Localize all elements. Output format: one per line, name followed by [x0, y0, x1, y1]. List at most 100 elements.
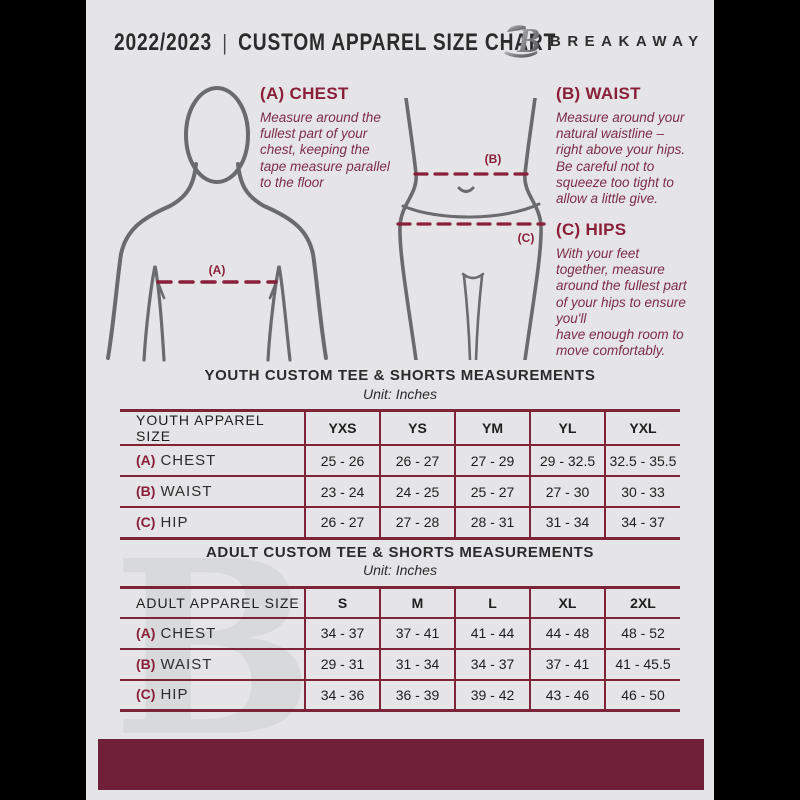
value-cell: 27 - 28 [379, 507, 455, 539]
table-row: (A) CHEST 25 - 26 26 - 27 27 - 29 29 - 32… [120, 445, 680, 477]
brand-name: BREAKAWAY [550, 33, 705, 50]
page-title: CUSTOM APPAREL SIZE CHART [238, 29, 557, 56]
value-cell: 26 - 27 [379, 445, 455, 477]
row-prefix: (A) [136, 624, 156, 641]
value-cell: 27 - 29 [454, 445, 530, 477]
youth-size-table: YOUTH APPAREL SIZE YXS YS YM YL YXL (A) C… [120, 409, 680, 540]
value-cell: 31 - 34 [529, 507, 605, 539]
row-label: HIP [160, 513, 189, 531]
value-cell: 23 - 24 [304, 476, 380, 508]
table-row: (B) WAIST 29 - 31 31 - 34 34 - 37 37 - 41… [120, 648, 680, 681]
value-cell: 31 - 34 [379, 648, 455, 681]
figure-hip-crease [401, 202, 541, 219]
footer-accent-bar [98, 739, 704, 790]
value-cell: 27 - 30 [529, 476, 605, 508]
row-prefix: (B) [136, 483, 156, 499]
value-cell: 29 - 32.5 [529, 445, 605, 477]
row-label: CHEST [160, 452, 217, 469]
value-cell: 41 - 45.5 [604, 648, 680, 681]
hips-heading: (C) HIPS [556, 220, 627, 239]
row-label: CHEST [160, 624, 217, 642]
table-row: (A) CHEST 34 - 37 37 - 41 41 - 44 44 - 48… [120, 617, 680, 650]
adult-table-title: ADULT CUSTOM TEE & SHORTS MEASUREMENTS [205, 544, 595, 561]
value-cell: 26 - 27 [304, 507, 380, 539]
youth-table-title: YOUTH CUSTOM TEE & SHORTS MEASUREMENTS [204, 367, 596, 384]
row-label: WAIST [160, 655, 213, 673]
logo-bottom-swoosh [504, 50, 538, 58]
row-prefix: (A) [136, 452, 156, 468]
figure-left-inner-leg [462, 274, 472, 362]
table-header-row: ADULT APPAREL SIZE S M L XL 2XL [120, 587, 680, 619]
size-column: YS [379, 410, 455, 446]
value-cell: 46 - 50 [604, 679, 680, 712]
row-label: WAIST [160, 483, 213, 500]
value-cell: 34 - 37 [304, 617, 380, 650]
value-cell: 37 - 41 [529, 648, 605, 681]
figure-navel [457, 186, 475, 193]
value-cell: 36 - 39 [379, 679, 455, 712]
table-row: (C) HIP 26 - 27 27 - 28 28 - 31 31 - 34 3… [120, 507, 680, 539]
row-label-cell: (C) HIP [120, 679, 305, 712]
figure-head [184, 86, 250, 184]
value-cell: 30 - 33 [604, 476, 680, 508]
row-label-cell: (A) CHEST [120, 445, 305, 477]
youth-table-unit: Unit: Inches [363, 386, 437, 402]
upper-torso-diagram: (A) [106, 86, 328, 370]
value-cell: 28 - 31 [454, 507, 530, 539]
row-label-cell: (B) WAIST [120, 476, 305, 508]
value-cell: 25 - 27 [454, 476, 530, 508]
figure-right-hip-leg [523, 96, 543, 362]
row-prefix: (B) [136, 655, 156, 672]
value-cell: 29 - 31 [304, 648, 380, 681]
figure-right-armpit [266, 265, 292, 362]
hips-instructions: With your feet together, measure around … [556, 246, 687, 359]
value-cell: 32.5 - 35.5 [604, 445, 680, 477]
figure-right-shoulder-arm [236, 162, 328, 360]
hips-diagram-label: (C) [518, 231, 535, 245]
adult-size-header-cell: ADULT APPAREL SIZE [120, 587, 305, 619]
row-label-cell: (B) WAIST [120, 648, 305, 681]
figure-left-armpit [142, 265, 166, 362]
chest-heading: (A) CHEST [260, 84, 349, 103]
waist-diagram-label: (B) [485, 152, 502, 166]
page-content: 2022/2023 | CUSTOM APPAREL SIZE CHART B BR… [86, 0, 714, 800]
value-cell: 48 - 52 [604, 617, 680, 650]
row-prefix: (C) [136, 513, 156, 530]
size-column: YXL [604, 410, 680, 446]
header-year: 2022/2023 [114, 29, 212, 56]
size-column: 2XL [604, 587, 680, 619]
value-cell: 34 - 36 [304, 679, 380, 712]
header-title-line: 2022/2023 | CUSTOM APPAREL SIZE CHART [114, 29, 556, 57]
size-column: S [304, 587, 380, 619]
figure-crotch [461, 272, 485, 280]
chest-diagram-label: (A) [209, 263, 226, 277]
adult-table-unit: Unit: Inches [363, 562, 437, 578]
size-column: L [454, 587, 530, 619]
value-cell: 25 - 26 [304, 445, 380, 477]
logo-top-swoosh [507, 25, 526, 33]
size-column: XL [529, 587, 605, 619]
value-cell: 34 - 37 [604, 507, 680, 539]
value-cell: 41 - 44 [454, 617, 530, 650]
waist-instructions: Measure around your natural waistline – … [556, 110, 686, 206]
waist-heading: (B) WAIST [556, 84, 641, 103]
figure-left-shoulder-arm [106, 162, 198, 360]
size-chart-page: B 2022/2023 | CUSTOM APPAREL SIZE CHART B [86, 0, 714, 800]
table-row: (C) HIP 34 - 36 36 - 39 39 - 42 43 - 46 4… [120, 679, 680, 712]
breakaway-logo-icon: B [502, 17, 548, 63]
value-cell: 37 - 41 [379, 617, 455, 650]
row-label-cell: (C) HIP [120, 507, 305, 539]
row-label: HIP [160, 686, 189, 704]
header-separator: | [222, 30, 228, 55]
table-row: (B) WAIST 23 - 24 24 - 25 25 - 27 27 - 30… [120, 476, 680, 508]
youth-size-header-cell: YOUTH APPAREL SIZE [120, 410, 305, 446]
lower-torso-diagram: (B) (C) [393, 96, 548, 365]
row-label-cell: (A) CHEST [120, 617, 305, 650]
table-header-row: YOUTH APPAREL SIZE YXS YS YM YL YXL [120, 410, 680, 446]
chest-instructions: Measure around the fullest part of your … [260, 110, 390, 190]
size-column: YL [529, 410, 605, 446]
value-cell: 43 - 46 [529, 679, 605, 712]
value-cell: 39 - 42 [454, 679, 530, 712]
value-cell: 34 - 37 [454, 648, 530, 681]
size-column: M [379, 587, 455, 619]
